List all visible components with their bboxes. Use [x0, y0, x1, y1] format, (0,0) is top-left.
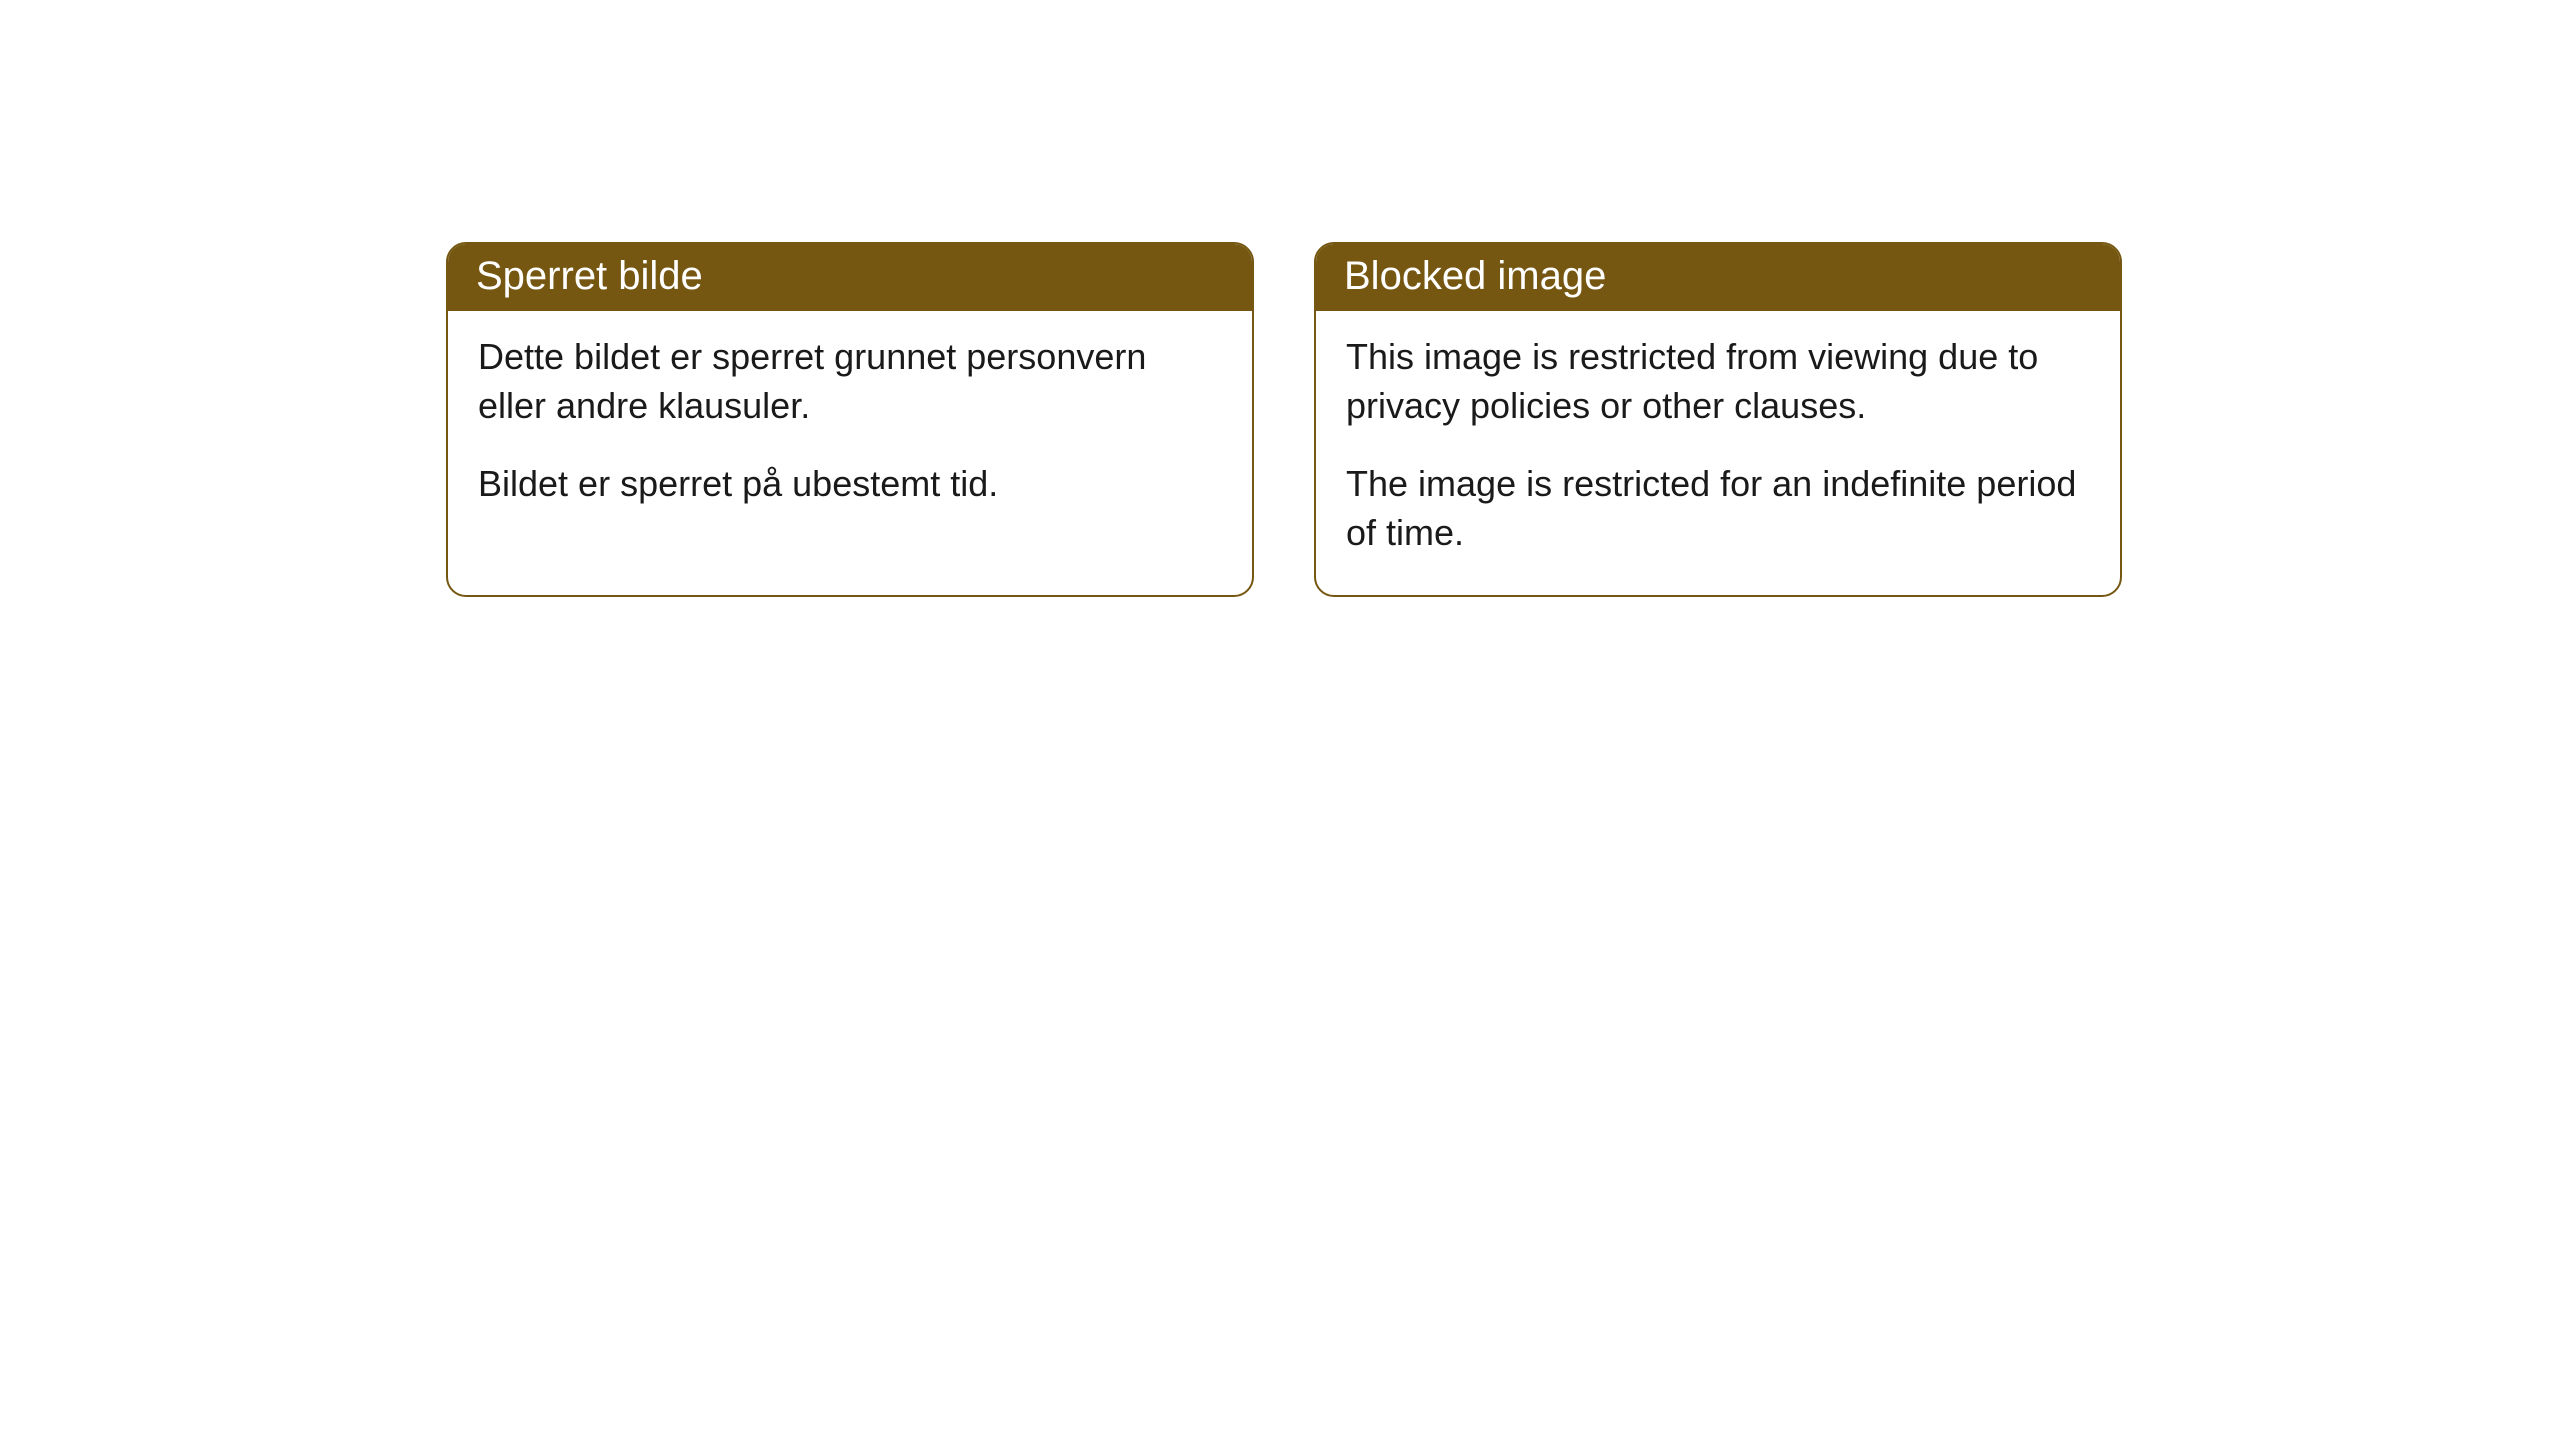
- card-body: Dette bildet er sperret grunnet personve…: [448, 311, 1252, 547]
- card-paragraph: Dette bildet er sperret grunnet personve…: [478, 333, 1222, 430]
- notice-card-english: Blocked image This image is restricted f…: [1314, 242, 2122, 597]
- notice-card-norwegian: Sperret bilde Dette bildet er sperret gr…: [446, 242, 1254, 597]
- card-title: Blocked image: [1344, 254, 1606, 298]
- card-paragraph: This image is restricted from viewing du…: [1346, 333, 2090, 430]
- card-title: Sperret bilde: [476, 254, 703, 298]
- card-paragraph: Bildet er sperret på ubestemt tid.: [478, 460, 1222, 509]
- card-header: Sperret bilde: [448, 244, 1252, 311]
- card-body: This image is restricted from viewing du…: [1316, 311, 2120, 595]
- card-header: Blocked image: [1316, 244, 2120, 311]
- card-paragraph: The image is restricted for an indefinit…: [1346, 460, 2090, 557]
- notice-cards-container: Sperret bilde Dette bildet er sperret gr…: [446, 242, 2122, 597]
